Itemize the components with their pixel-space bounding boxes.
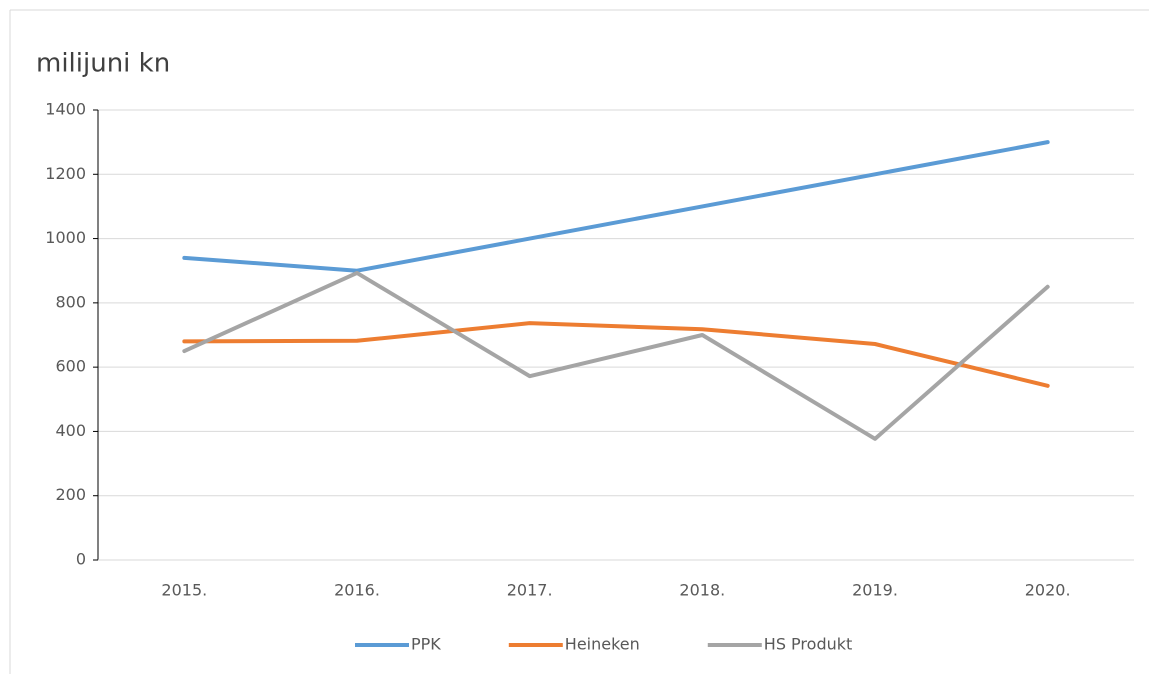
y-tick-label: 200 [55,485,86,504]
x-tick-label: 2016. [334,581,380,600]
series-line [182,270,1050,441]
x-tick-label: 2019. [852,581,898,600]
x-tick-label: 2015. [161,581,207,600]
y-tick-label: 400 [55,421,86,440]
y-tick-label: 600 [55,357,86,376]
series-line [182,321,1050,388]
y-tick-label: 1400 [45,100,86,119]
y-tick-label: 800 [55,292,86,311]
x-tick-label: 2018. [679,581,725,600]
legend-label: Heineken [565,635,640,654]
y-tick-label: 0 [76,550,86,569]
y-tick-label: 1000 [45,228,86,247]
legend-label: PPK [411,635,441,654]
x-tick-label: 2017. [507,581,553,600]
y-tick-label: 1200 [45,164,86,183]
x-tick-label: 2020. [1025,581,1071,600]
series-line [182,140,1050,273]
legend-label: HS Produkt [764,635,853,654]
chart-title: milijuni kn [36,49,170,79]
